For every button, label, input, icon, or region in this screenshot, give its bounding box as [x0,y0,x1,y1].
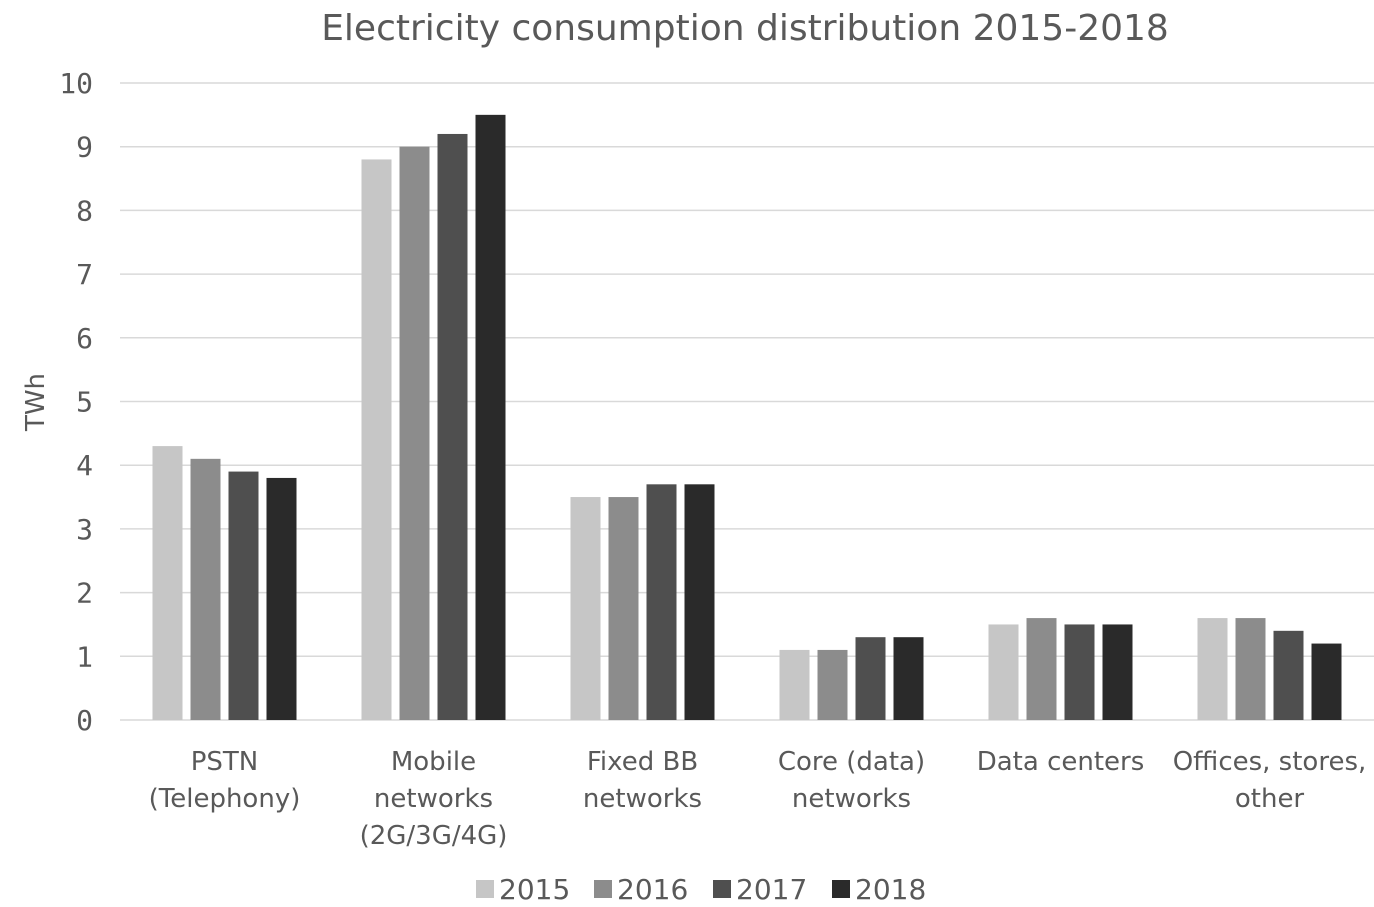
x-category-label: networks [374,784,493,814]
y-tick-label: 10 [59,67,93,100]
x-axis-categories: PSTN (Telephony) Mobile networks (2G/3G/4G) F… [149,747,1367,851]
bar-2015-cat-5 [1197,618,1228,720]
legend-swatch-2016 [594,880,612,898]
bar-2018-cat-1 [475,114,506,721]
bar-2016-cat-5 [1235,618,1266,720]
bar-2015-cat-2 [570,497,601,720]
bar-2015-cat-1 [361,159,392,720]
y-tick-label: 1 [76,640,93,673]
legend-label-2018: 2018 [855,873,926,906]
x-category-label: Fixed BB [587,747,698,777]
legend: 2015 2016 2017 2018 [476,873,926,906]
legend-label-2015: 2015 [499,873,570,906]
y-tick-label: 8 [76,194,93,227]
x-category-label: PSTN [191,747,259,777]
x-category-label: other [1235,784,1305,814]
bars [152,114,1342,721]
bar-2017-cat-1 [437,133,468,720]
bar-2017-cat-2 [646,484,677,720]
bar-2017-cat-3 [855,637,886,720]
bar-2016-cat-4 [1026,618,1057,720]
bar-2017-cat-5 [1273,630,1304,720]
legend-swatch-2015 [476,880,494,898]
x-category-label: Offices, stores, [1173,747,1367,777]
bar-2018-cat-3 [893,637,924,720]
gridlines [120,82,1374,721]
x-category-label: Mobile [391,747,476,777]
bar-2016-cat-3 [817,649,848,720]
y-axis-ticks: 0 1 2 3 4 5 6 7 8 9 10 [59,67,93,737]
bar-2018-cat-2 [684,484,715,720]
chart-title: Electricity consumption distribution 201… [321,8,1169,49]
x-category-label: (Telephony) [149,784,301,814]
bar-2018-cat-4 [1102,624,1133,720]
bar-2017-cat-0 [228,471,259,720]
y-tick-label: 4 [76,449,93,482]
bar-2015-cat-4 [988,624,1019,720]
y-tick-label: 5 [76,386,93,419]
bar-2016-cat-2 [608,497,639,720]
legend-label-2017: 2017 [736,873,807,906]
x-category-label: Core (data) [778,747,925,777]
legend-label-2016: 2016 [617,873,688,906]
y-tick-label: 2 [76,577,93,610]
x-category-label: networks [792,784,911,814]
y-tick-label: 6 [76,322,93,355]
y-tick-label: 7 [76,258,93,291]
bar-2016-cat-1 [399,146,430,720]
y-axis-label: TWh [21,373,51,432]
bar-2015-cat-0 [152,446,183,720]
bar-2016-cat-0 [190,458,221,720]
y-tick-label: 9 [76,131,93,164]
legend-swatch-2017 [713,880,731,898]
bar-2018-cat-5 [1311,643,1342,720]
y-tick-label: 3 [76,513,93,546]
bar-2018-cat-0 [266,477,297,720]
bar-2017-cat-4 [1064,624,1095,720]
x-category-label: Data centers [977,747,1145,777]
bar-2015-cat-3 [779,649,810,720]
y-tick-label: 0 [76,704,93,737]
x-category-label: (2G/3G/4G) [360,821,508,851]
x-category-label: networks [583,784,702,814]
legend-swatch-2018 [832,880,850,898]
